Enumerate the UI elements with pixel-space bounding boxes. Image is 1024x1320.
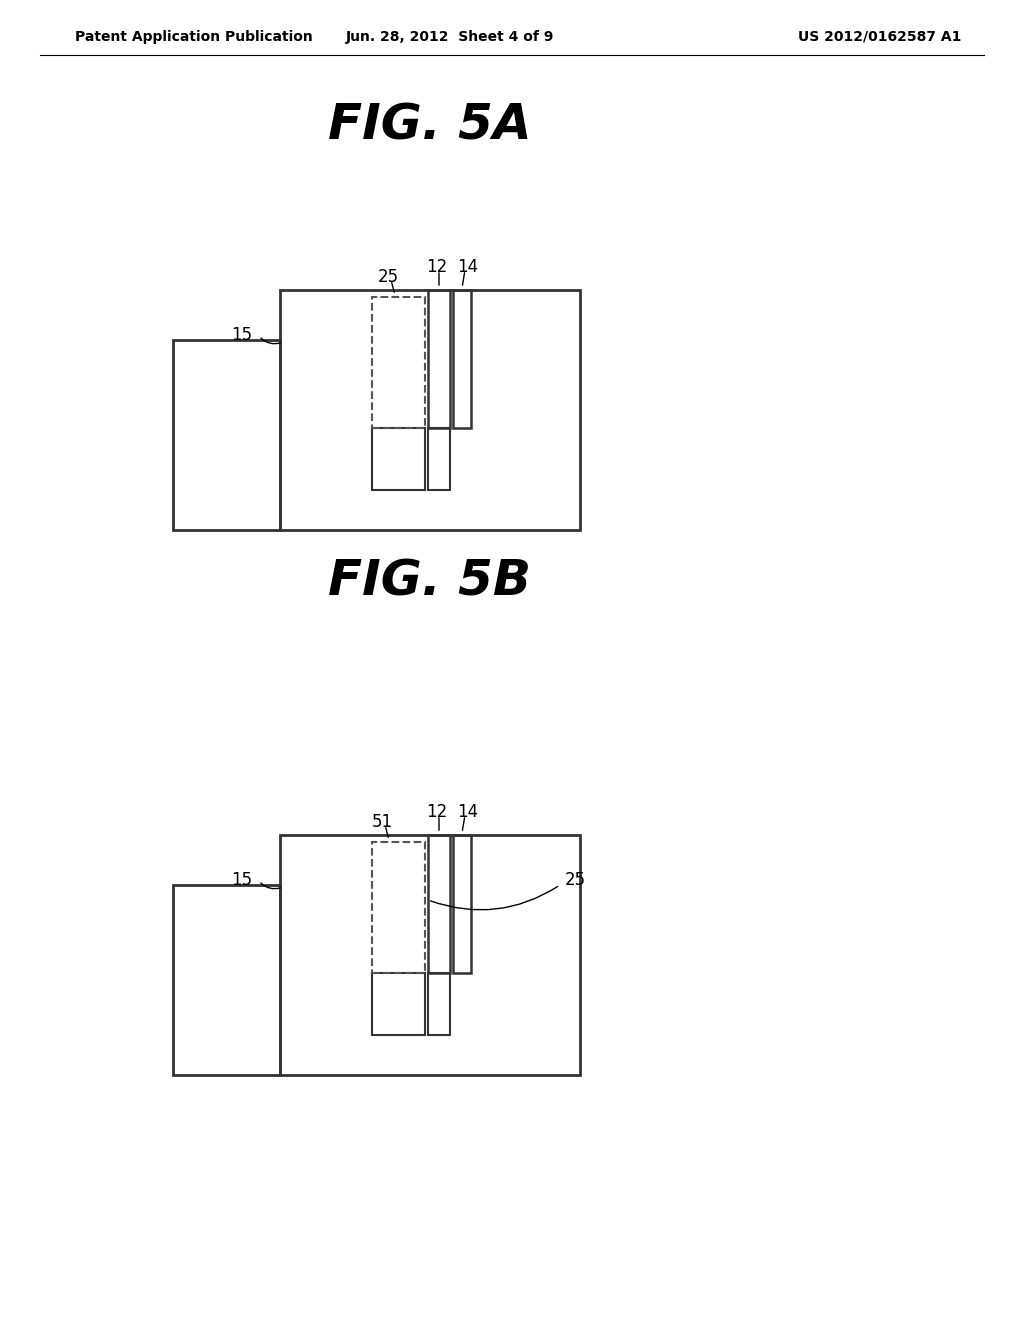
Bar xyxy=(453,290,471,428)
Text: 15: 15 xyxy=(230,326,252,345)
Text: 25: 25 xyxy=(565,871,586,888)
Text: 25: 25 xyxy=(378,268,398,286)
Text: Patent Application Publication: Patent Application Publication xyxy=(75,30,312,44)
Text: 12: 12 xyxy=(426,803,447,821)
Text: 14: 14 xyxy=(458,803,478,821)
Text: 15: 15 xyxy=(230,871,252,888)
Bar xyxy=(372,428,425,490)
Text: FIG. 5A: FIG. 5A xyxy=(328,102,531,149)
Bar xyxy=(372,973,425,1035)
Text: 14: 14 xyxy=(458,257,478,276)
Bar xyxy=(372,842,425,973)
Bar xyxy=(173,884,280,1074)
Bar xyxy=(453,836,471,973)
Bar xyxy=(428,290,450,428)
Bar xyxy=(428,428,450,490)
Bar xyxy=(428,973,450,1035)
Text: 51: 51 xyxy=(372,813,392,832)
Text: US 2012/0162587 A1: US 2012/0162587 A1 xyxy=(799,30,962,44)
Bar xyxy=(280,290,580,531)
Text: 12: 12 xyxy=(426,257,447,276)
Text: FIG. 5B: FIG. 5B xyxy=(329,558,531,606)
Bar xyxy=(428,836,450,973)
Bar xyxy=(173,341,280,531)
Bar xyxy=(280,836,580,1074)
Text: Jun. 28, 2012  Sheet 4 of 9: Jun. 28, 2012 Sheet 4 of 9 xyxy=(346,30,554,44)
Bar xyxy=(372,297,425,428)
